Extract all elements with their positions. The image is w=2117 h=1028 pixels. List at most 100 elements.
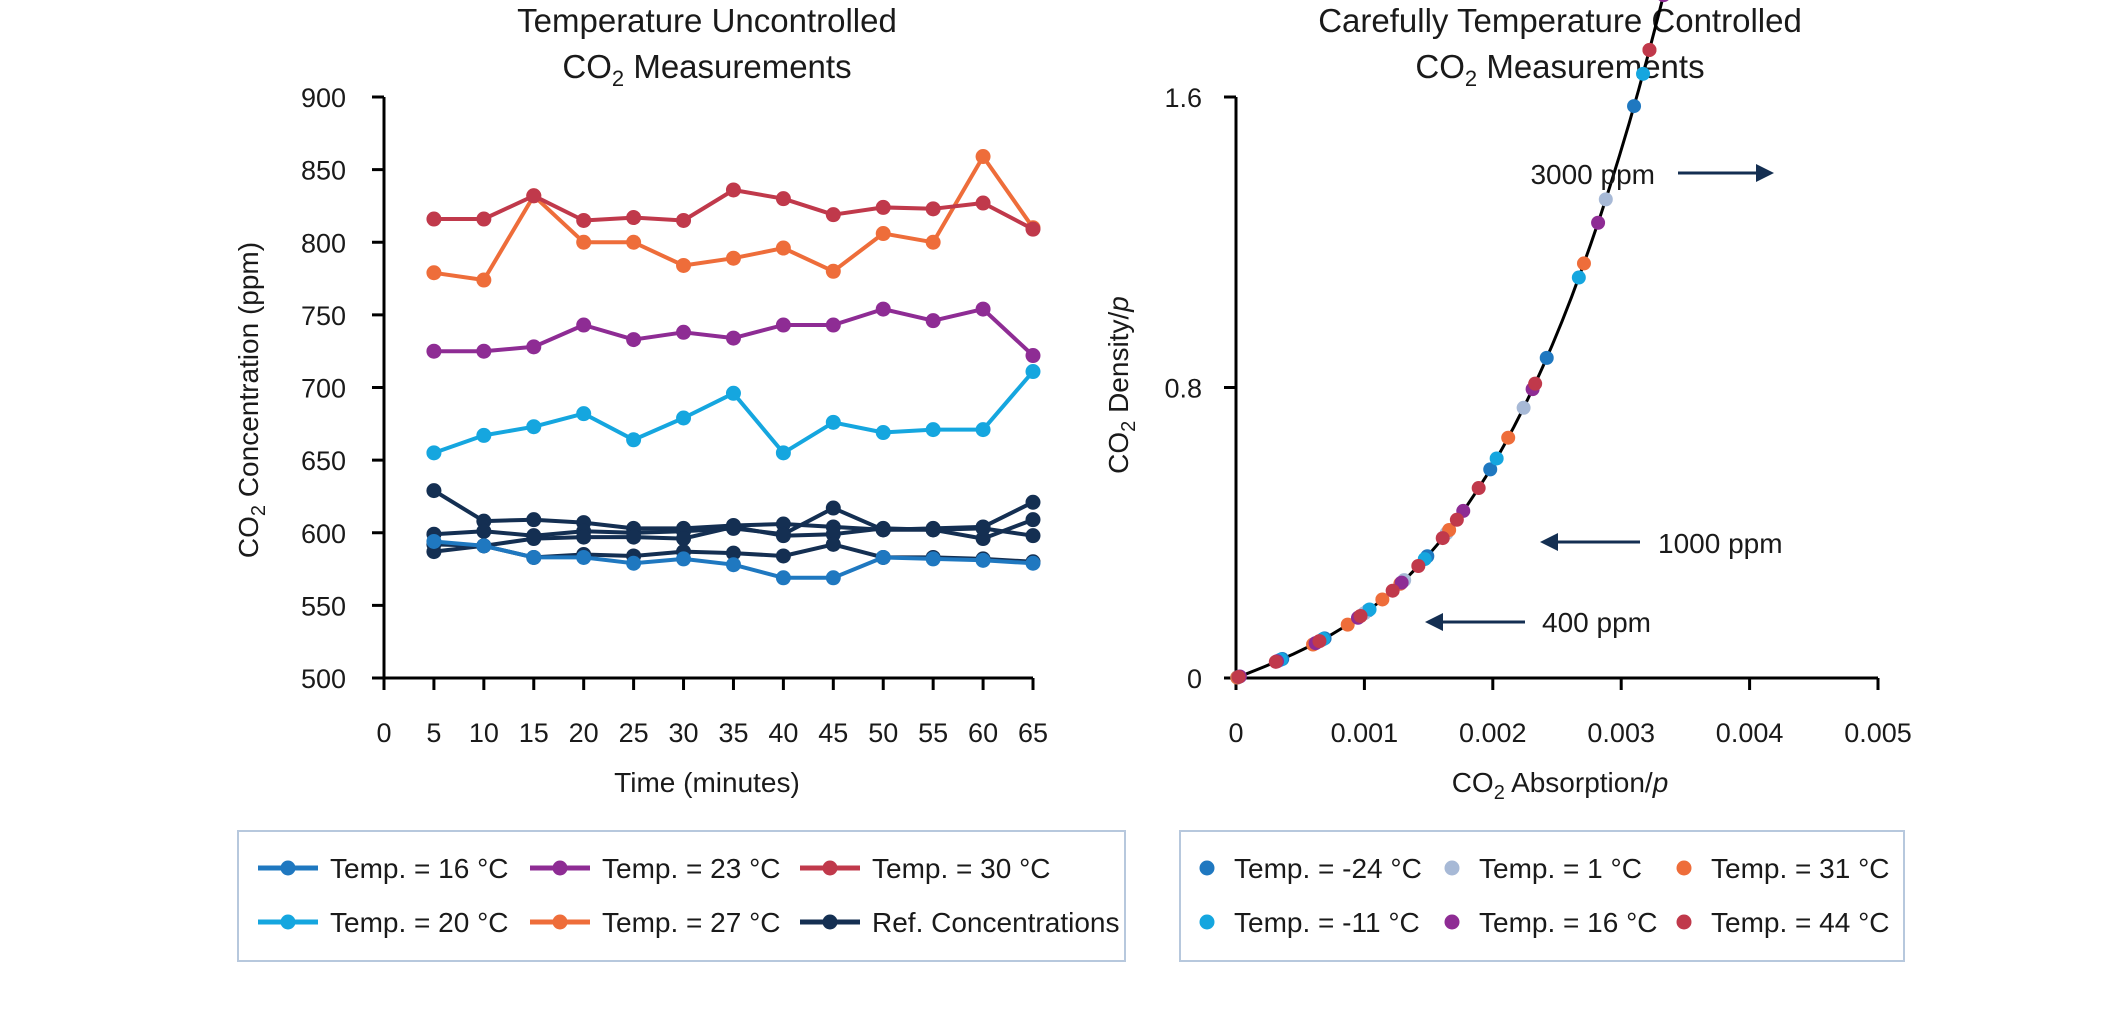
legend-item: Temp. = 23 °C bbox=[530, 853, 781, 884]
x-tick-label: 0.003 bbox=[1587, 718, 1655, 748]
annotation: 3000 ppm bbox=[1530, 159, 1774, 190]
scatter-point bbox=[1489, 451, 1504, 466]
legend-item: Temp. = -11 °C bbox=[1199, 907, 1420, 938]
left-title-line1: Temperature Uncontrolled bbox=[517, 2, 897, 39]
data-point bbox=[476, 343, 492, 359]
legend-item: Temp. = -24 °C bbox=[1199, 853, 1422, 884]
scatter-point bbox=[1627, 99, 1642, 114]
data-point bbox=[1025, 364, 1041, 380]
legend-marker bbox=[1444, 914, 1460, 930]
legend-label: Temp. = 27 °C bbox=[602, 907, 781, 938]
data-point bbox=[825, 500, 841, 516]
legend-label: Temp. = -11 °C bbox=[1234, 907, 1420, 938]
data-point bbox=[925, 551, 941, 567]
data-point bbox=[925, 422, 941, 438]
scatter-point bbox=[1658, 0, 1669, 3]
legend-marker bbox=[552, 860, 568, 876]
series-3 bbox=[426, 364, 1041, 461]
data-point bbox=[576, 406, 592, 422]
data-point bbox=[925, 201, 941, 217]
scatter-point bbox=[1501, 430, 1516, 445]
legend-label: Temp. = 16 °C bbox=[330, 853, 509, 884]
x-tick-label: 15 bbox=[519, 718, 549, 748]
data-point bbox=[676, 551, 692, 567]
data-point bbox=[476, 272, 492, 288]
data-point bbox=[676, 324, 692, 340]
data-point bbox=[975, 520, 991, 536]
legend-marker bbox=[280, 860, 296, 876]
legend-item: Temp. = 16 °C bbox=[1444, 907, 1658, 938]
left-y-axis-label: CO2 Concentration (ppm) bbox=[233, 242, 270, 558]
scatter-point bbox=[1539, 350, 1554, 365]
legend-item: Temp. = 27 °C bbox=[530, 907, 781, 938]
data-point bbox=[875, 226, 891, 242]
legend-item: Temp. = 30 °C bbox=[800, 853, 1051, 884]
data-point bbox=[426, 343, 442, 359]
data-point bbox=[875, 425, 891, 441]
data-point bbox=[526, 419, 542, 435]
scatter-point bbox=[1340, 617, 1355, 632]
data-point bbox=[476, 538, 492, 554]
y-tick-label: 500 bbox=[301, 664, 346, 694]
data-point bbox=[825, 414, 841, 430]
data-point bbox=[875, 199, 891, 215]
scatter-point bbox=[1471, 481, 1486, 496]
x-tick-label: 0.002 bbox=[1459, 718, 1527, 748]
data-point bbox=[576, 234, 592, 250]
legend-label: Temp. = 23 °C bbox=[602, 853, 781, 884]
data-point bbox=[526, 531, 542, 547]
legend-marker bbox=[1199, 914, 1215, 930]
right-x-axis-label: CO2 Absorption/p bbox=[1452, 767, 1669, 804]
legend-label: Temp. = 30 °C bbox=[872, 853, 1051, 884]
arrow-head-icon bbox=[1540, 533, 1558, 551]
legend-label: Temp. = 44 °C bbox=[1711, 907, 1890, 938]
x-tick-label: 10 bbox=[469, 718, 499, 748]
legend-label: Temp. = -24 °C bbox=[1234, 853, 1422, 884]
data-point bbox=[476, 211, 492, 227]
series-2 bbox=[426, 182, 1041, 237]
legend-marker bbox=[1444, 860, 1460, 876]
scatter-point bbox=[1528, 376, 1543, 391]
data-point bbox=[626, 210, 642, 226]
legend-marker bbox=[1676, 860, 1692, 876]
data-point bbox=[725, 519, 741, 535]
y-tick-label: 0.8 bbox=[1164, 374, 1202, 404]
data-point bbox=[825, 536, 841, 552]
data-point bbox=[476, 523, 492, 539]
legend-item: Temp. = 44 °C bbox=[1676, 907, 1890, 938]
right-legend: Temp. = -24 °C Temp. = 1 °C Temp. = 31 °C T… bbox=[1199, 853, 1890, 938]
data-point bbox=[725, 330, 741, 346]
data-point bbox=[875, 549, 891, 565]
data-point bbox=[775, 548, 791, 564]
legend-marker bbox=[280, 914, 296, 930]
y-tick-label: 600 bbox=[301, 519, 346, 549]
scatter-point bbox=[1483, 462, 1498, 477]
y-tick-label: 750 bbox=[301, 301, 346, 331]
scatter-point bbox=[1571, 270, 1586, 285]
scatter-series-5 bbox=[1231, 42, 1657, 684]
legend-marker bbox=[822, 860, 838, 876]
annotation-label: 1000 ppm bbox=[1658, 528, 1783, 559]
right-title-line1: Carefully Temperature Controlled bbox=[1318, 2, 1802, 39]
data-point bbox=[775, 191, 791, 207]
legend-marker bbox=[822, 914, 838, 930]
data-point bbox=[576, 317, 592, 333]
data-point bbox=[775, 445, 791, 461]
data-point bbox=[576, 529, 592, 545]
arrow-head-icon bbox=[1425, 613, 1443, 631]
legend-marker bbox=[1199, 860, 1215, 876]
x-tick-label: 35 bbox=[718, 718, 748, 748]
legend-marker bbox=[552, 914, 568, 930]
scatter-point bbox=[1375, 592, 1390, 607]
scatter-point bbox=[1394, 575, 1409, 590]
data-point bbox=[576, 212, 592, 228]
scatter-series-0 bbox=[1230, 99, 1642, 685]
legend-item: Temp. = 20 °C bbox=[258, 907, 509, 938]
x-tick-label: 0.001 bbox=[1331, 718, 1399, 748]
legend-item: Temp. = 16 °C bbox=[258, 853, 509, 884]
legend-label: Temp. = 31 °C bbox=[1711, 853, 1890, 884]
data-point bbox=[775, 317, 791, 333]
right-y-axis-label: CO2 Density/p bbox=[1103, 296, 1140, 474]
data-point bbox=[676, 531, 692, 547]
data-point bbox=[1025, 494, 1041, 510]
